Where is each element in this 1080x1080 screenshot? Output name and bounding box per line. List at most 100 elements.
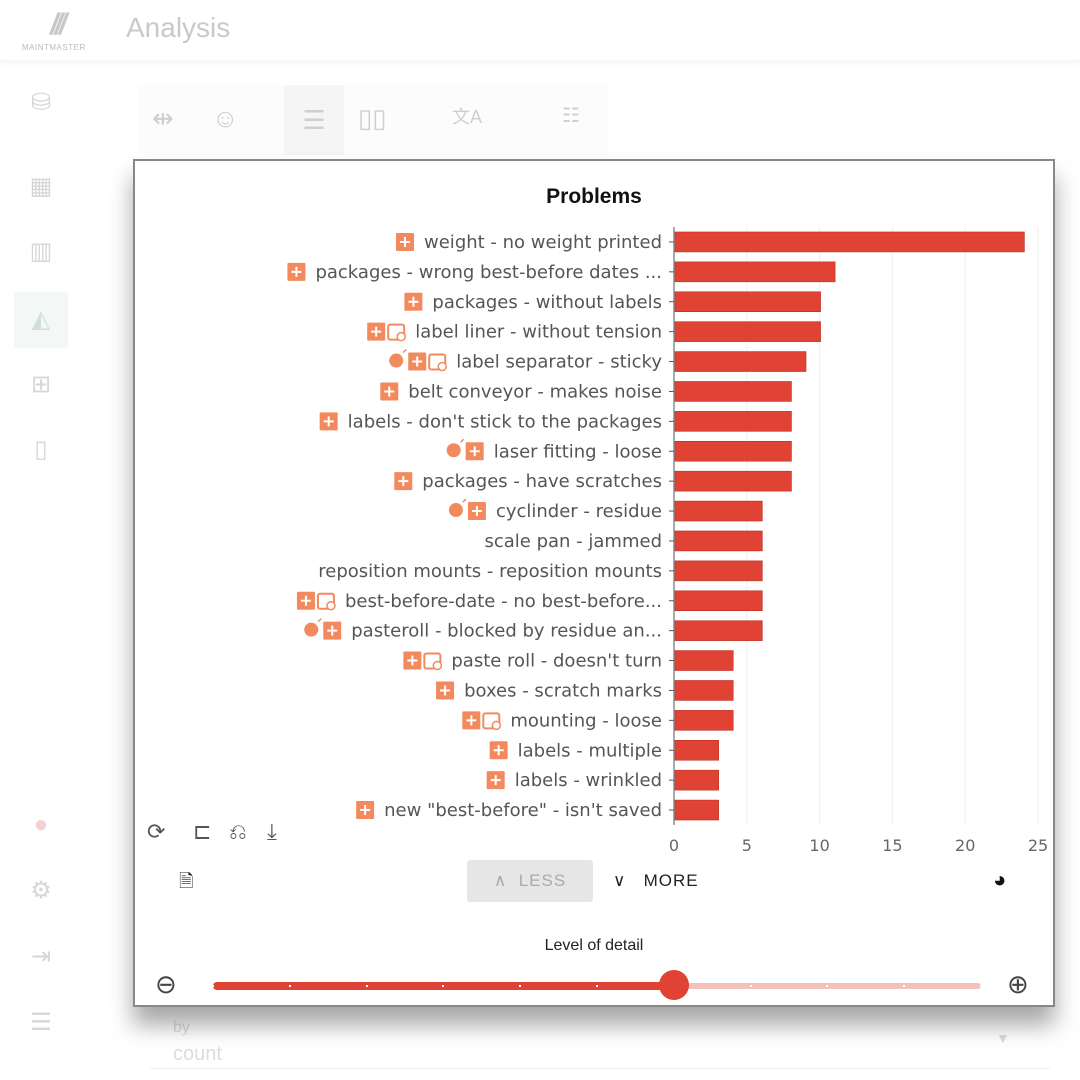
bar: [674, 231, 1025, 253]
alert-icon[interactable]: ●: [33, 811, 49, 838]
plus-icon-glyph: [291, 266, 302, 277]
chart-panel: 0 5 10 15 20 25 weight - no weight printed pack…: [133, 159, 1055, 1007]
category-label: cyclinder - residue: [496, 501, 662, 522]
category-label: boxes - scratch marks: [464, 680, 662, 701]
category-label: labels - don't stick to the packages: [348, 411, 662, 432]
add-note-icon[interactable]: ⊞: [30, 371, 52, 398]
zoom-select-icon[interactable]: ⊏: [193, 819, 212, 844]
bar: [674, 381, 792, 402]
logout-icon[interactable]: ⇥: [30, 943, 52, 970]
x-tick-label: 0: [669, 836, 679, 855]
page-title: Analysis: [126, 12, 231, 43]
pie-chart-icon[interactable]: ◕: [993, 867, 1007, 892]
analysis-icon[interactable]: ◭: [14, 292, 68, 348]
bulb-icon: [448, 503, 463, 518]
category-label: belt conveyor - makes noise: [408, 381, 662, 402]
bar: [674, 351, 807, 372]
dashboard-icon[interactable]: ▦: [29, 173, 53, 200]
plus-icon-glyph: [490, 775, 501, 786]
category-label: reposition mounts - reposition mounts: [318, 561, 662, 582]
slider-step: [826, 985, 829, 987]
slider-step: [288, 985, 291, 987]
notebook-icon[interactable]: ▯: [34, 436, 48, 463]
bulb-icon-ray: [462, 498, 467, 503]
plus-icon-glyph: [412, 356, 423, 367]
slider-step: [980, 985, 982, 987]
more-button[interactable]: ∨ MORE: [613, 871, 699, 890]
bar: [674, 441, 792, 462]
list-icon[interactable]: ☰: [30, 1009, 52, 1036]
bar: [674, 470, 792, 492]
bar: [674, 710, 734, 731]
bar-chart: 0 5 10 15 20 25 weight - no weight printed pack…: [287, 227, 1048, 855]
slider-step: [365, 985, 368, 987]
category-label: label separator - sticky: [456, 352, 662, 373]
category-label: packages - wrong best-before dates ...: [315, 262, 662, 283]
plus-icon-glyph: [300, 595, 311, 606]
plus-icon-glyph: [360, 805, 371, 816]
category-label: labels - multiple: [518, 740, 662, 761]
calendar-icon: [482, 712, 501, 730]
slider-thumb[interactable]: [658, 970, 689, 1000]
slider-step: [596, 985, 598, 987]
category-label: packages - have scratches: [422, 471, 662, 492]
clear-filter-icon[interactable]: ☷: [562, 105, 580, 127]
bar: [674, 530, 763, 552]
level-of-detail-slider[interactable]: [212, 970, 982, 1000]
bulb-icon: [304, 622, 319, 637]
bulb-icon: [446, 443, 461, 458]
excel-export-icon[interactable]: 🗎: [179, 871, 194, 891]
sort-select[interactable]: by count: [173, 1019, 222, 1065]
chevron-down-icon: ▼: [996, 1030, 1010, 1046]
x-tick-label: 5: [742, 836, 752, 855]
calendar-icon-clock: [432, 660, 443, 671]
smiley-icon[interactable]: ☺: [212, 103, 239, 133]
bar: [674, 769, 719, 791]
board-icon[interactable]: ▥: [29, 238, 53, 265]
category-label: new "best-before" - isn't saved: [384, 800, 662, 821]
zoom-in-icon[interactable]: ⊕: [1007, 969, 1029, 999]
category-label: mounting - loose: [510, 710, 662, 731]
bulb-icon: [389, 353, 404, 368]
refresh-icon[interactable]: ⟳: [147, 819, 166, 844]
bar: [674, 620, 763, 641]
maintmaster-logo: ///MAINTMASTER: [22, 8, 86, 52]
calendar-icon: [387, 323, 406, 341]
x-tick-label: 15: [882, 836, 902, 855]
slider-step: [442, 985, 445, 987]
top-bar: ///MAINTMASTER Analysis: [0, 0, 1080, 60]
download-icon[interactable]: ⤓: [267, 819, 277, 844]
zoom-reset-icon[interactable]: ⎌: [229, 819, 247, 844]
gear-icon[interactable]: ⚙: [30, 877, 52, 904]
x-tick-label: 10: [809, 836, 829, 855]
plus-icon-glyph: [323, 416, 334, 427]
database-icon[interactable]: ⛁: [30, 89, 52, 116]
calendar-icon-clock: [326, 601, 336, 611]
plus-icon-glyph: [371, 326, 382, 337]
divider: [150, 1068, 1050, 1069]
translate-icon[interactable]: 文A: [452, 107, 483, 127]
sidebar: ⛁ ▦ ▥ ◭ ⊞ ▯ ● ⚙ ⇥ ☰: [0, 70, 85, 1080]
rows-layout-icon[interactable]: ☰: [284, 85, 344, 155]
zoom-out-icon[interactable]: ⊖: [155, 969, 177, 999]
plus-icon-glyph: [466, 715, 477, 726]
bar: [674, 590, 763, 611]
bulb-icon-ray: [317, 618, 322, 623]
chevron-up-icon: ∧: [493, 871, 519, 890]
bar: [674, 560, 763, 582]
plus-icon-glyph: [327, 625, 338, 636]
columns-layout-icon[interactable]: ▯▯: [358, 103, 387, 133]
plus-icon-glyph: [400, 236, 411, 247]
slider-step: [519, 985, 522, 987]
category-label: laser fitting - loose: [494, 441, 662, 462]
compress-icon[interactable]: ⇹: [152, 103, 174, 133]
category-label: label liner - without tension: [415, 322, 662, 343]
x-tick-label: 25: [1028, 836, 1048, 855]
slider-step: [903, 985, 906, 987]
plus-icon-glyph: [471, 506, 482, 517]
bar: [674, 650, 734, 671]
plus-icon-glyph: [493, 745, 504, 756]
calendar-icon-clock: [437, 361, 447, 372]
category-label: packages - without labels: [432, 292, 662, 313]
less-button[interactable]: ∧ LESS: [467, 860, 593, 902]
